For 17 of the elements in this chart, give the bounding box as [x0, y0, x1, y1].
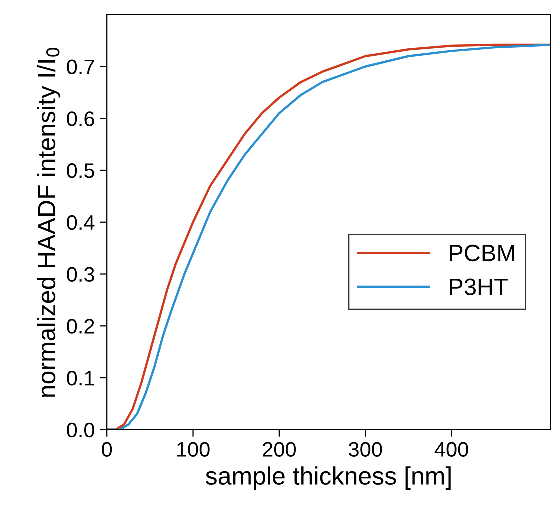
- y-tick-label: 0.7: [67, 60, 94, 75]
- y-tick-label: 0.4: [67, 215, 95, 230]
- y-tick-label: 0.6: [67, 112, 94, 126]
- y-tick-label: 0.2: [67, 319, 94, 334]
- legend-label: P3HT: [450, 278, 508, 296]
- x-tick-label: 100: [177, 442, 210, 457]
- x-tick-label: 400: [434, 442, 468, 457]
- y-tick-label: 0.5: [67, 164, 94, 178]
- y-axis-title: normalized HAADF intensity I/I$_{0}$: [37, 48, 61, 397]
- x-tick-label: 0: [102, 442, 112, 457]
- y-tick-label: 0.1: [67, 371, 94, 386]
- x-tick-label: 300: [349, 442, 382, 457]
- legend-label: PCBM: [450, 244, 514, 262]
- y-tick-label: 0.0: [67, 422, 94, 438]
- y-tick-label: 0.3: [67, 267, 94, 282]
- x-tick-label: 200: [263, 442, 296, 457]
- x-axis-title: sample thickness [nm]: [206, 466, 451, 490]
